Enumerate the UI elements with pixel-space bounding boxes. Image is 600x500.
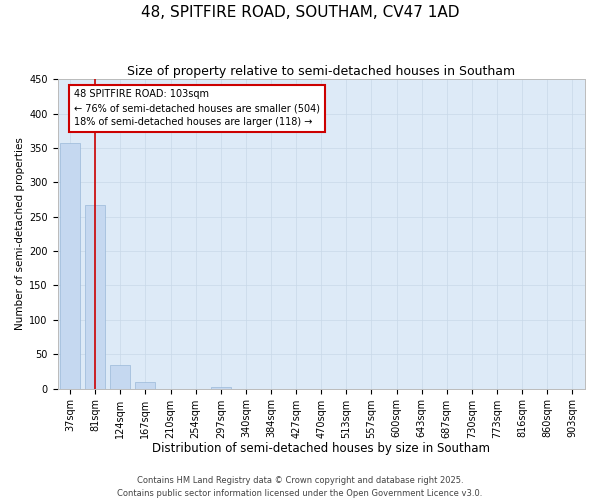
Bar bbox=[136, 382, 155, 388]
Bar bbox=[110, 364, 130, 388]
Text: 48, SPITFIRE ROAD, SOUTHAM, CV47 1AD: 48, SPITFIRE ROAD, SOUTHAM, CV47 1AD bbox=[141, 5, 459, 20]
Y-axis label: Number of semi-detached properties: Number of semi-detached properties bbox=[15, 138, 25, 330]
Text: 48 SPITFIRE ROAD: 103sqm
← 76% of semi-detached houses are smaller (504)
18% of : 48 SPITFIRE ROAD: 103sqm ← 76% of semi-d… bbox=[74, 90, 320, 128]
Bar bbox=[60, 143, 80, 388]
Title: Size of property relative to semi-detached houses in Southam: Size of property relative to semi-detach… bbox=[127, 65, 515, 78]
Bar bbox=[211, 387, 231, 388]
X-axis label: Distribution of semi-detached houses by size in Southam: Distribution of semi-detached houses by … bbox=[152, 442, 490, 455]
Bar bbox=[85, 205, 105, 388]
Text: Contains HM Land Registry data © Crown copyright and database right 2025.
Contai: Contains HM Land Registry data © Crown c… bbox=[118, 476, 482, 498]
